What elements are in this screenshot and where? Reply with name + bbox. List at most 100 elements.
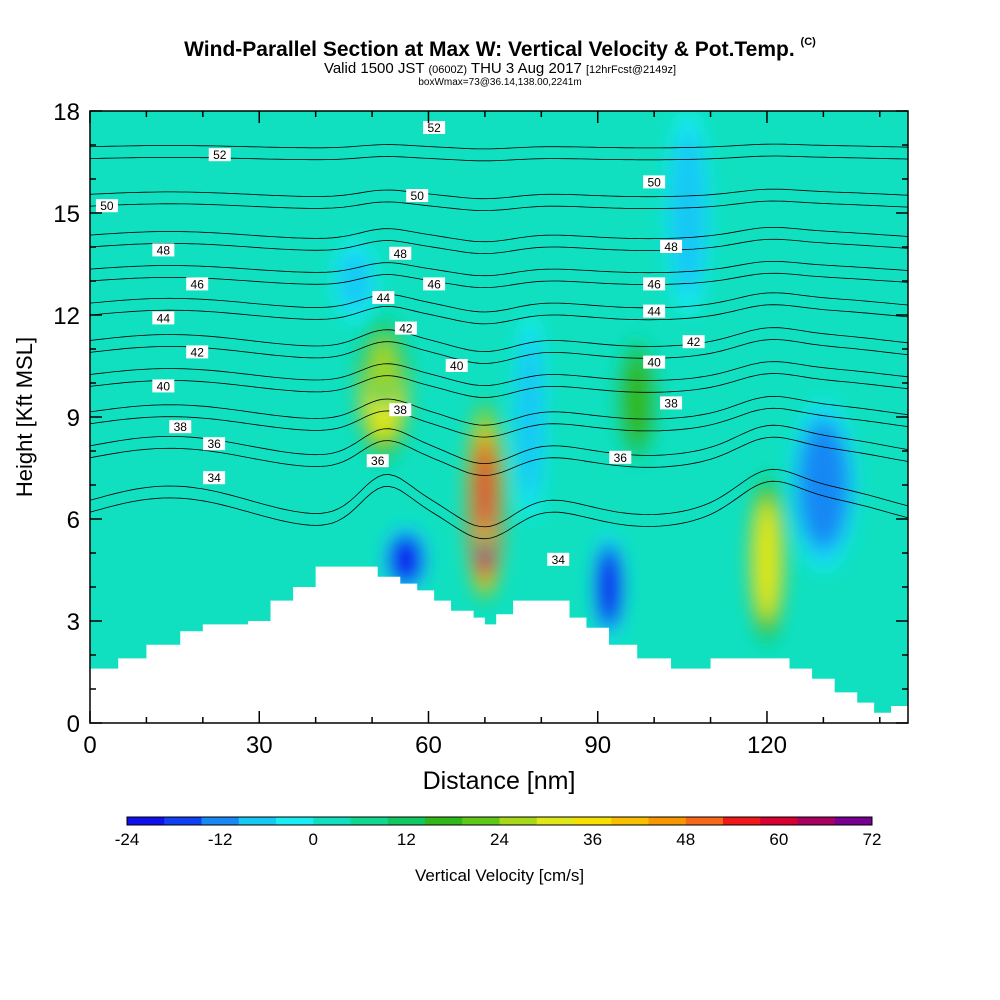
contour-label-box — [152, 243, 175, 257]
x-tick-label: 90 — [584, 732, 611, 759]
contour-label-box — [208, 148, 231, 162]
contour-label-text: 38 — [664, 396, 678, 410]
contour-label: 50 — [643, 175, 666, 189]
colorbar-swatch — [648, 817, 687, 825]
colorbar-tick-label: 72 — [863, 830, 882, 849]
x-tick-label: 0 — [83, 732, 96, 759]
velocity-cell — [673, 147, 703, 279]
contour-label-text: 52 — [427, 121, 441, 135]
velocity-cell — [372, 339, 395, 393]
contour-label-text: 50 — [411, 189, 425, 203]
contour-label-box — [389, 246, 412, 260]
isentrope-line — [90, 227, 908, 243]
isentrope-line — [90, 373, 908, 398]
contour-label-box — [660, 396, 683, 410]
colorbar-swatch — [425, 817, 463, 825]
x-tick-label: 120 — [747, 732, 787, 759]
y-tick-label: 9 — [67, 405, 80, 432]
chart-subtitle: Valid 1500 JST (0600Z) THU 3 Aug 2017 [1… — [323, 60, 677, 77]
contour-label: 36 — [366, 454, 389, 468]
contour-label: 46 — [186, 277, 209, 291]
velocity-cell — [340, 254, 370, 308]
velocity-cell — [754, 503, 780, 617]
contour-label: 42 — [394, 321, 417, 336]
contour-label-box — [660, 240, 683, 253]
contour-label-text: 38 — [394, 403, 408, 417]
contour-label-box — [366, 454, 389, 468]
contour-label: 34 — [547, 552, 570, 567]
x-tick-label: 60 — [415, 732, 442, 759]
contour-label-text: 36 — [614, 451, 628, 465]
isentrope-line — [90, 188, 908, 200]
contour-label-text: 38 — [174, 420, 188, 434]
colorbar-frame — [126, 816, 873, 826]
colorbar: -24 -12 0 12 24 36 48 60 72 Vertical Velocity [cm… — [115, 816, 882, 885]
contour-label-box — [152, 311, 175, 325]
colorbar-swatch — [164, 817, 202, 825]
contour-label-box — [406, 189, 429, 202]
contour-label-text: 34 — [552, 553, 566, 567]
contour-label: 48 — [152, 243, 175, 257]
contour-label-box — [609, 450, 632, 464]
contour-label: 46 — [423, 277, 446, 291]
contour-label-box — [643, 277, 666, 291]
x-tick-label: 30 — [246, 732, 273, 759]
contour-label-text: 46 — [191, 277, 205, 291]
contour-label-text: 48 — [394, 247, 408, 261]
isentrope-line — [90, 395, 908, 426]
isentrope-line — [90, 238, 908, 255]
contour-label-text: 44 — [157, 311, 171, 325]
contour-label-text: 42 — [687, 335, 701, 349]
colorbar-swatch — [313, 817, 351, 825]
y-tick-label: 18 — [53, 99, 80, 126]
contour-label-text: 40 — [157, 379, 171, 393]
contour-label: 44 — [152, 311, 175, 325]
contour-label-box — [423, 277, 446, 291]
y-tick-label: 12 — [53, 303, 80, 330]
contour-label-text: 40 — [647, 356, 661, 370]
contour-label-box — [643, 355, 666, 369]
colorbar-tick-label: 0 — [309, 830, 318, 849]
colorbar-tick-label: 12 — [397, 830, 416, 849]
contour-label-text: 42 — [191, 345, 205, 359]
x-axis-label: Distance [nm] — [423, 767, 576, 795]
colorbar-swatch — [685, 817, 724, 825]
velocity-cell — [801, 430, 846, 540]
terrain-shape — [90, 566, 908, 723]
contour-label-text: 36 — [207, 437, 221, 451]
velocity-cell — [477, 441, 493, 529]
colorbar-swatch — [499, 817, 538, 825]
velocity-cell — [622, 356, 652, 444]
contour-label-text: 42 — [399, 322, 413, 336]
isentrope-line — [90, 468, 908, 528]
contour-label-box — [372, 291, 395, 304]
contour-label-text: 46 — [647, 277, 661, 291]
y-tick-label: 3 — [67, 609, 80, 636]
isentrope-line — [90, 304, 908, 325]
contour-label: 34 — [203, 471, 226, 485]
contour-label-box — [152, 379, 175, 393]
isentrope-line — [90, 327, 908, 353]
contour-label-text: 52 — [213, 148, 227, 162]
contour-label-box — [389, 403, 412, 417]
colorbar-tick-label: 24 — [490, 830, 509, 849]
velocity-field — [332, 111, 858, 649]
contour-label-box — [169, 420, 192, 434]
isentrope-line — [90, 143, 908, 150]
contour-label: 50 — [95, 199, 118, 213]
isentrope-line — [90, 407, 908, 438]
contour-label: 36 — [203, 437, 226, 451]
contour-label: 44 — [643, 304, 666, 319]
velocity-cell — [598, 552, 620, 622]
isentrope-line — [90, 480, 908, 540]
contour-labels: 52 52 50 50 50 48 48 48 46 46 46 44 44 44 42 42 42 40 40 40… — [95, 121, 705, 567]
contour-label: 48 — [660, 240, 683, 254]
isentrope-line — [90, 424, 908, 465]
colorbar-tick-label: -24 — [115, 830, 140, 849]
contour-label-box — [95, 199, 118, 213]
colorbar-swatch — [760, 817, 798, 825]
contour-label: 42 — [186, 345, 209, 359]
colorbar-swatch — [536, 817, 575, 825]
isentrope-line — [90, 436, 908, 476]
colorbar-swatch — [611, 817, 649, 825]
